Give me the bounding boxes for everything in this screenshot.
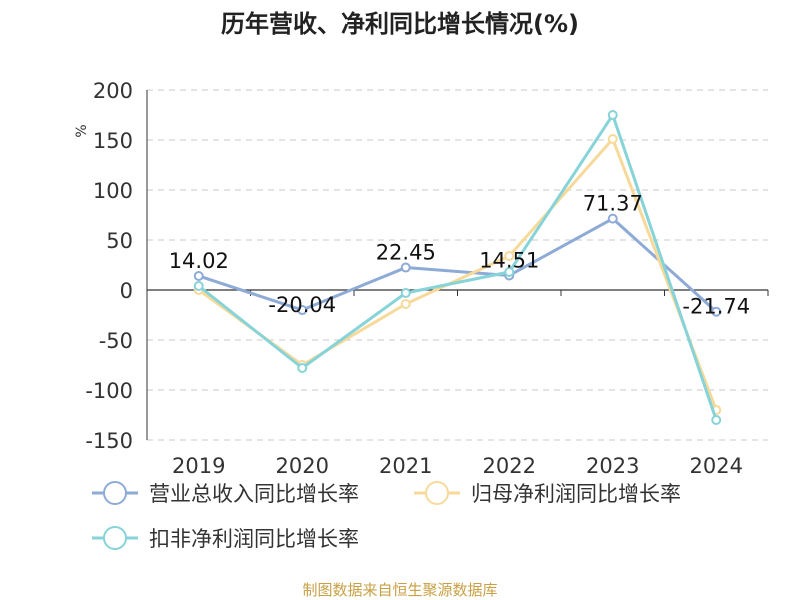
x-tick-label: 2023 [586,454,639,478]
data-labels: 14.02 -20.04 22.45 14.51 71.37 -21.74 [169,192,750,319]
data-point [193,270,204,281]
data-point [400,299,411,309]
data-point [400,288,411,298]
series-line [197,137,718,411]
source-note: 制图数据来自恒生聚源数据库 [302,581,497,599]
legend-swatch-marker [425,481,449,505]
y-tick-label: -50 [99,329,133,353]
legend-swatch-marker [103,481,127,505]
legend-swatch-marker [103,526,127,550]
x-tick-label: 2024 [690,454,743,478]
grid-lines [147,89,768,441]
data-point [607,213,618,224]
series-line [198,217,718,313]
data-point [607,110,618,120]
data-point [193,281,204,291]
axes: 200 150 100 50 0 -50 -100 -150 2019 2020 2021 2022 2… [85,79,769,478]
y-tick-label: 150 [93,129,133,153]
x-tick-label: 2021 [379,454,432,478]
legend-label: 营业总收入同比增长率 [149,482,359,506]
data-label: 22.45 [376,241,436,265]
series-group [193,110,722,425]
data-point [297,363,308,373]
data-point [504,267,515,277]
y-axis-unit-label: % [74,124,90,137]
y-tick-label: 50 [106,229,133,253]
y-tick-label: 0 [120,279,133,303]
y-tick-label: 100 [93,179,133,203]
series-line [197,113,718,421]
data-label: 14.51 [479,248,539,272]
x-tick-label: 2020 [276,454,329,478]
data-point [297,305,308,316]
y-tick-label: -150 [85,429,133,453]
data-point [711,415,722,425]
x-tick-label: 2022 [483,454,536,478]
chart-title: 历年营收、净利同比增长情况(%) [221,10,579,38]
legend-label: 扣非净利润同比增长率 [149,527,359,551]
data-point [711,306,722,317]
y-tick-label: 200 [93,79,133,103]
data-label: 71.37 [583,192,643,216]
data-label: 14.02 [169,249,229,273]
data-point [400,262,411,273]
data-point [607,134,618,144]
data-point [504,251,515,261]
data-label: -20.04 [268,293,336,317]
legend-label: 归母净利润同比增长率 [471,482,681,506]
x-tick-label: 2019 [172,454,225,478]
y-tick-label: -100 [85,379,133,403]
data-label: -21.74 [682,295,750,319]
